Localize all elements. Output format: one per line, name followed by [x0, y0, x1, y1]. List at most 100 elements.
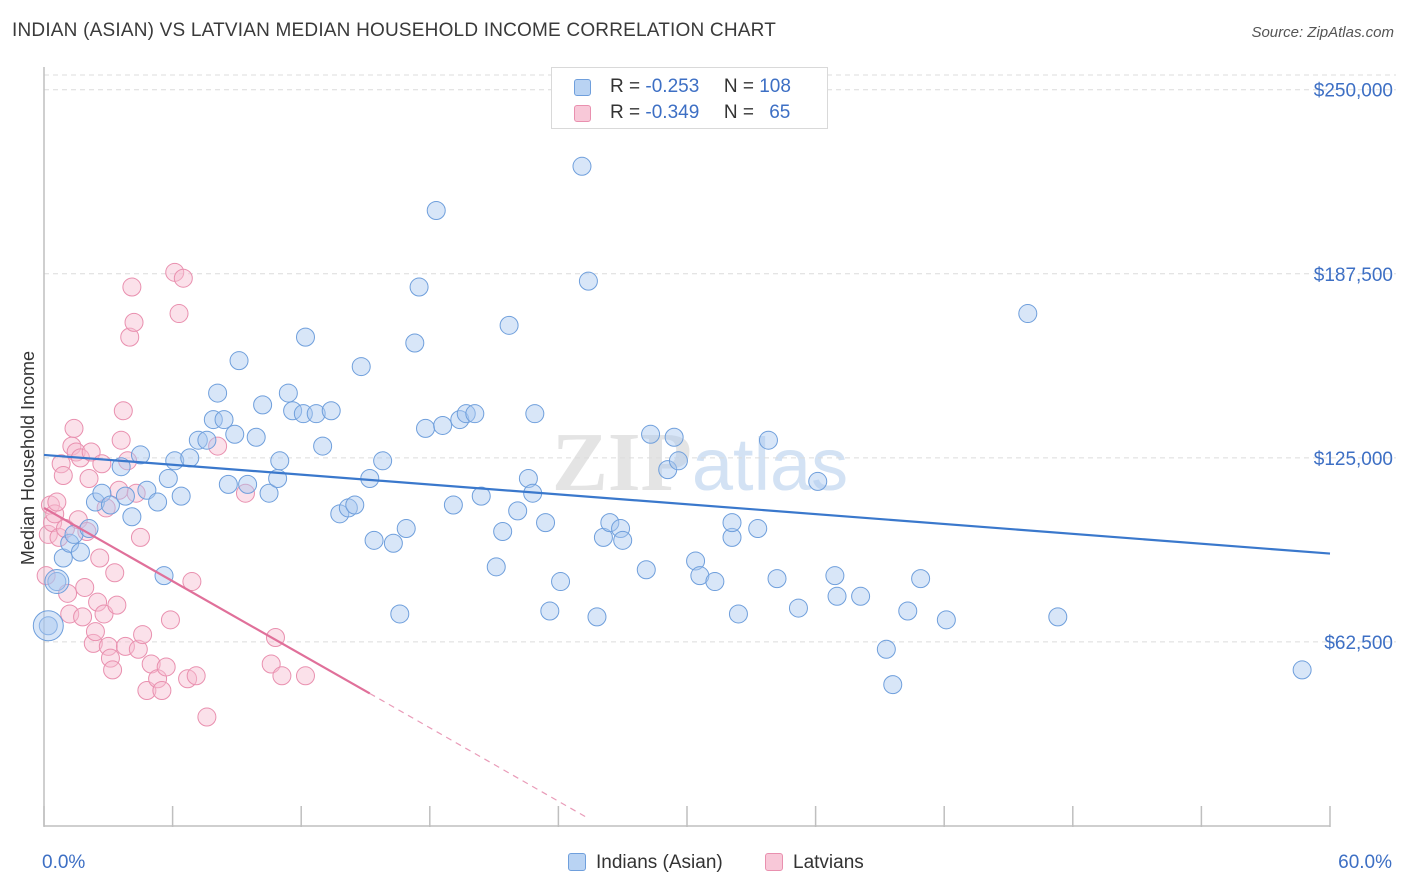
indian-point — [278, 383, 298, 403]
latvian-point — [261, 654, 281, 674]
indian-trend-line — [43, 453, 1331, 555]
indian-point — [122, 507, 142, 527]
indian-point — [383, 533, 403, 553]
indian-point — [351, 357, 371, 377]
indian-point — [115, 486, 135, 506]
latvian-point — [126, 483, 146, 503]
latvian-point — [122, 277, 142, 297]
indian-point — [572, 156, 592, 176]
indian-point — [758, 430, 778, 450]
indian-point — [137, 480, 157, 500]
y-axis-label: Median Household Income — [18, 351, 38, 565]
latvian-point — [156, 657, 176, 677]
latvian-point — [88, 592, 108, 612]
indian-point — [525, 404, 545, 424]
bottom-legend-label-indian: Indians (Asian) — [596, 852, 723, 873]
latvian-point — [92, 454, 112, 474]
latvian-point — [133, 625, 153, 645]
indian-point — [270, 451, 290, 471]
legend-swatch-latvian — [574, 105, 591, 122]
latvian-point — [137, 681, 157, 701]
latvian-point — [152, 681, 172, 701]
indian-point — [396, 519, 416, 539]
indian-point — [229, 351, 249, 371]
latvian-series — [36, 262, 315, 727]
indian-point — [253, 395, 273, 415]
indian-point — [600, 513, 620, 533]
indian-point — [47, 572, 67, 592]
indian-point — [32, 610, 64, 642]
latvian-point — [295, 666, 315, 686]
legend-r-label: R = — [610, 76, 641, 97]
latvian-point — [113, 401, 133, 421]
latvian-point — [47, 492, 67, 512]
indian-point — [611, 519, 631, 539]
indian-point — [443, 495, 463, 515]
indian-point — [851, 586, 871, 606]
indian-point — [44, 569, 70, 595]
indian-point — [238, 474, 258, 494]
indian-point — [373, 451, 393, 471]
latvian-point — [75, 577, 95, 597]
indian-point — [225, 424, 245, 444]
latvian-point — [130, 527, 150, 547]
indian-point — [171, 486, 191, 506]
source-label: Source: ZipAtlas.com — [1251, 24, 1394, 41]
indian-point — [471, 486, 491, 506]
indian-point — [426, 200, 446, 220]
indian-point — [409, 277, 429, 297]
indian-point — [345, 495, 365, 515]
indian-point — [936, 610, 956, 630]
bottom-legend-label-latvian: Latvians — [793, 852, 864, 873]
indian-point — [536, 513, 556, 533]
indian-point — [203, 410, 223, 430]
latvian-point — [81, 442, 101, 462]
indian-point — [508, 501, 528, 521]
indian-point — [641, 424, 661, 444]
latvian-trend-extension — [369, 692, 587, 818]
latvian-point — [85, 622, 105, 642]
indian-point — [825, 566, 845, 586]
indian-point — [306, 404, 326, 424]
bottom-legend-latvian[interactable]: Latvians — [765, 852, 864, 874]
indian-point — [313, 436, 333, 456]
latvian-point — [160, 610, 180, 630]
indian-point — [551, 572, 571, 592]
bottom-legend-swatch-latvian — [765, 853, 783, 871]
indian-point — [1292, 660, 1312, 680]
indian-point — [38, 616, 58, 636]
latvian-point — [100, 648, 120, 668]
indian-point — [827, 586, 847, 606]
indian-point — [613, 530, 633, 550]
indian-point — [808, 471, 828, 491]
indian-point — [668, 451, 688, 471]
legend-r-label: R = — [610, 102, 641, 123]
latvian-point — [182, 572, 202, 592]
bottom-legend-indian[interactable]: Indians (Asian) — [568, 852, 723, 874]
trend-lines — [43, 453, 1331, 818]
indian-point — [390, 604, 410, 624]
latvian-point — [53, 466, 73, 486]
indian-point — [518, 468, 538, 488]
legend-n-value: 65 — [769, 102, 791, 123]
y-tick-label: $250,000 — [1314, 81, 1393, 102]
indian-point — [130, 445, 150, 465]
chart-title: INDIAN (ASIAN) VS LATVIAN MEDIAN HOUSEHO… — [12, 20, 777, 41]
indian-point — [100, 495, 120, 515]
indian-point — [148, 492, 168, 512]
x-tick-label-max: 60.0% — [1338, 852, 1392, 873]
indian-point — [690, 566, 710, 586]
latvian-trend-line — [43, 506, 371, 695]
latvian-point — [115, 636, 135, 656]
y-tick-label: $125,000 — [1314, 449, 1393, 470]
indian-point — [208, 383, 228, 403]
legend-r-value: -0.349 — [645, 102, 700, 123]
indian-point — [259, 483, 279, 503]
latvian-point — [90, 548, 110, 568]
legend-n-value: 108 — [759, 76, 791, 97]
indian-point — [748, 519, 768, 539]
y-tick-label: $62,500 — [1324, 633, 1393, 654]
indian-point — [722, 527, 742, 547]
indian-point — [295, 327, 315, 347]
